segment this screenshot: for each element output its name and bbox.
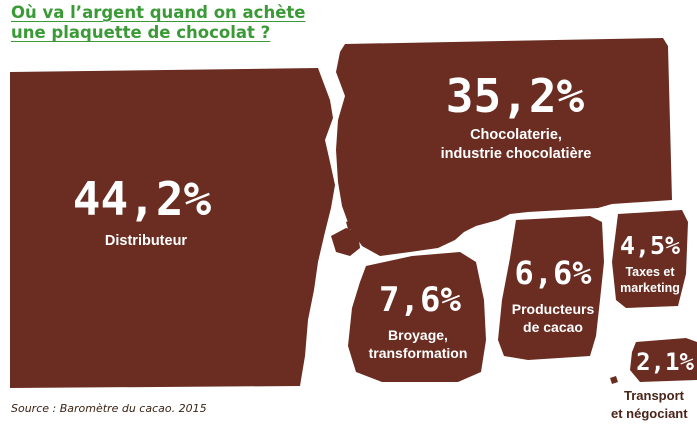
- category-label-broyage-line2: transformation: [369, 345, 468, 361]
- source-note: Source : Baromètre du cacao. 2015: [11, 402, 207, 415]
- chart-title: Où va l’argent quand on achète une plaqu…: [11, 3, 305, 43]
- piece-producteurs: [498, 216, 604, 360]
- value-label-broyage: 7,6%: [379, 280, 461, 320]
- category-label-producteurs-line1: Producteurs: [512, 301, 595, 317]
- value-label-transport: 2,1%: [636, 348, 694, 376]
- piece-chocolaterie: [336, 38, 672, 256]
- category-label-chocolaterie-line1: Chocolaterie,: [470, 127, 562, 143]
- chart-title-line-2: une plaquette de chocolat ?: [11, 23, 271, 42]
- piece-transport: [630, 338, 697, 382]
- piece-distributeur: [10, 68, 335, 388]
- category-label-distributeur: Distributeur: [105, 233, 188, 249]
- category-label-broyage-line1: Broyage,: [388, 327, 448, 343]
- category-label-producteurs-line2: de cacao: [523, 319, 583, 335]
- category-label-chocolaterie-line2: industrie chocolatière: [441, 146, 592, 162]
- piece-taxes: [612, 210, 688, 308]
- value-label-taxes: 4,5%: [620, 231, 680, 260]
- category-label-taxes-line2: marketing: [620, 281, 680, 295]
- crumb-1: [331, 228, 360, 256]
- crumb-2: [346, 218, 362, 230]
- piece-broyage: [348, 252, 486, 382]
- chart-title-line-1: Où va l’argent quand on achète: [11, 3, 306, 22]
- category-label-transport-line2: et négociant: [611, 406, 688, 421]
- crumb-3: [610, 376, 618, 384]
- category-label-taxes-line1: Taxes et: [625, 265, 675, 279]
- value-label-producteurs: 6,6%: [514, 254, 592, 292]
- value-label-distributeur: 44,2%: [73, 172, 212, 226]
- value-label-chocolaterie: 35,2%: [446, 69, 585, 123]
- category-label-transport-line1: Transport: [624, 388, 685, 403]
